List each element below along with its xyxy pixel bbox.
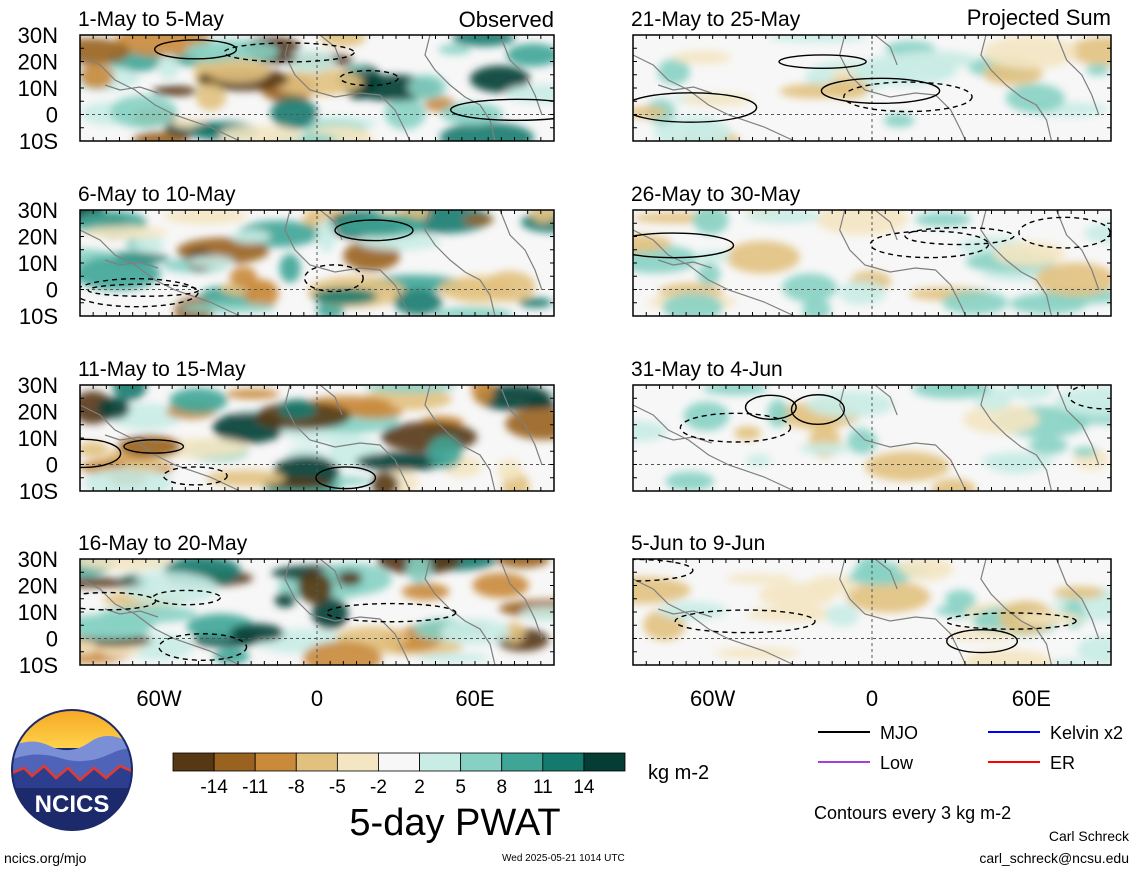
- left-panel-1: [79, 34, 555, 142]
- colorbar-tick-label: -11: [242, 777, 268, 798]
- right-panel-1: [632, 34, 1112, 142]
- colorbar-swatch: [542, 752, 585, 772]
- colorbar-swatch: [583, 752, 626, 772]
- y-tick-label: 0: [46, 103, 58, 128]
- panel-title: 1-May to 5-May: [78, 8, 224, 31]
- left-panel-4: [79, 558, 555, 666]
- legend-label: Low: [880, 753, 914, 773]
- colorbar-swatch: [501, 752, 544, 772]
- y-tick-label: 0: [46, 278, 58, 303]
- panel-title: 16-May to 20-May: [78, 532, 248, 555]
- panel-title: 26-May to 30-May: [631, 183, 801, 206]
- panel-title: 11-May to 15-May: [78, 358, 246, 381]
- colorbar-tick-label: 5: [455, 777, 466, 798]
- y-tick-label: 30N: [18, 23, 58, 48]
- panel-title: 31-May to 4-Jun: [631, 358, 783, 381]
- y-tick-label: 10S: [19, 653, 58, 678]
- x-tick-label: 0: [866, 686, 878, 711]
- contours-note: Contours every 3 kg m-2: [814, 803, 1011, 823]
- legend-label: MJO: [880, 723, 918, 743]
- y-tick-label: 30N: [18, 547, 58, 572]
- x-tick-label: 60E: [455, 686, 494, 711]
- projected-label: Projected Sum: [967, 5, 1111, 30]
- left-panel-2: [79, 209, 555, 317]
- y-tick-label: 20N: [18, 50, 58, 75]
- colorbar-tick-label: 8: [496, 777, 507, 798]
- right-panel-2: [632, 209, 1112, 317]
- legend: MJO Kelvin x2 Low ER Contours every 3 kg m-2: [814, 723, 1123, 823]
- colorbar-swatch: [172, 752, 215, 772]
- y-tick-label: 10S: [19, 479, 58, 504]
- colorbar-swatch: [419, 752, 462, 772]
- colorbar-tick-label: -5: [329, 777, 346, 798]
- colorbar-tick-label: 11: [533, 777, 553, 798]
- footer-author: Carl Schreck: [1048, 828, 1129, 844]
- panel-title: 5-Jun to 9-Jun: [631, 532, 765, 555]
- colorbar-tick-label: -2: [370, 777, 387, 798]
- colorbar-swatch: [378, 752, 420, 772]
- logo-text: NCICS: [35, 791, 110, 818]
- right-panel-3: [632, 384, 1112, 492]
- y-tick-label: 10S: [19, 304, 58, 329]
- footer-url: ncics.org/mjo: [4, 850, 87, 866]
- map-panels: [79, 34, 1112, 666]
- chart-labels: 1-May to 5-May 6-May to 10-May 11-May to 1…: [18, 5, 1111, 711]
- colorbar-swatch: [295, 752, 338, 772]
- y-tick-label: 20N: [18, 400, 58, 425]
- legend-label: Kelvin x2: [1050, 723, 1123, 743]
- colorbar-tick-label: -8: [288, 777, 305, 798]
- panel-title: 6-May to 10-May: [78, 183, 236, 206]
- colorbar-swatch: [254, 752, 297, 772]
- colorbar-swatch: [460, 752, 503, 772]
- x-tick-label: 60W: [136, 686, 181, 711]
- colorbar: -14 -11 -8 -5 -2 2 5 8 11 14 kg m-2 5-day PWAT: [172, 752, 709, 844]
- colorbar-units: kg m-2: [648, 762, 709, 784]
- x-tick-label: 60E: [1012, 686, 1051, 711]
- x-tick-label: 0: [311, 686, 323, 711]
- panel-title: 21-May to 25-May: [631, 8, 801, 31]
- y-tick-label: 10N: [18, 426, 58, 451]
- footer-email: carl_schreck@ncsu.edu: [979, 850, 1129, 866]
- y-tick-label: 10N: [18, 600, 58, 625]
- y-tick-label: 10N: [18, 76, 58, 101]
- colorbar-swatch: [336, 752, 379, 772]
- colorbar-tick-label: 2: [414, 777, 425, 798]
- ncics-logo: NCICS: [10, 708, 134, 832]
- y-tick-label: 20N: [18, 225, 58, 250]
- observed-label: Observed: [459, 7, 554, 32]
- y-tick-label: 10N: [18, 251, 58, 276]
- x-tick-label: 60W: [690, 686, 735, 711]
- colorbar-tick-label: 14: [573, 777, 595, 798]
- y-tick-label: 0: [46, 453, 58, 478]
- y-tick-label: 10S: [19, 129, 58, 154]
- legend-label: ER: [1050, 753, 1075, 773]
- left-panel-3: [79, 384, 555, 492]
- y-tick-label: 20N: [18, 574, 58, 599]
- y-tick-label: 0: [46, 627, 58, 652]
- colorbar-swatch: [213, 752, 256, 772]
- y-tick-label: 30N: [18, 373, 58, 398]
- right-panel-4: [632, 558, 1112, 666]
- chart-title: 5-day PWAT: [349, 802, 560, 844]
- y-tick-label: 30N: [18, 198, 58, 223]
- colorbar-tick-label: -14: [200, 777, 228, 798]
- footer-timestamp: Wed 2025-05-21 1014 UTC: [502, 853, 625, 864]
